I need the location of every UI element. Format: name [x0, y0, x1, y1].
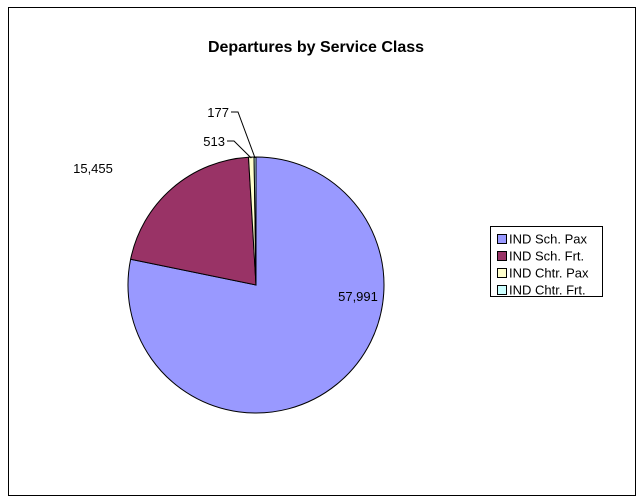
- leader-lines: [227, 111, 256, 159]
- pie-slice: [127, 156, 385, 414]
- legend-label: IND Chtr. Frt.: [509, 283, 586, 298]
- data-label: 57,991: [338, 289, 378, 304]
- legend-items: IND Sch. Pax IND Sch. Frt. IND Chtr. Pax IN…: [497, 232, 589, 298]
- leader-line: [231, 111, 256, 159]
- chart-title: Departures by Service Class: [208, 39, 424, 56]
- legend-swatch: [497, 285, 507, 295]
- pie-slices: [127, 156, 385, 414]
- data-label: 513: [203, 134, 225, 149]
- legend-label: IND Sch. Pax: [509, 232, 588, 247]
- leader-line: [227, 140, 252, 159]
- legend: IND Sch. Pax IND Sch. Frt. IND Chtr. Pax IN…: [490, 226, 603, 298]
- pie-slice: [130, 156, 257, 286]
- legend-label: IND Chtr. Pax: [509, 266, 589, 281]
- pie-chart: Departures by Service Class 57,991 15,455…: [73, 39, 603, 414]
- data-labels: 57,991 15,455 513 177: [73, 105, 378, 304]
- legend-swatch: [497, 251, 507, 261]
- legend-swatch: [497, 234, 507, 244]
- chart-frame: Departures by Service Class 57,991 15,455…: [8, 7, 636, 496]
- data-label: 177: [207, 105, 229, 120]
- legend-label: IND Sch. Frt.: [509, 249, 584, 264]
- legend-swatch: [497, 268, 507, 278]
- legend-border: [490, 226, 603, 297]
- data-label: 15,455: [73, 161, 113, 176]
